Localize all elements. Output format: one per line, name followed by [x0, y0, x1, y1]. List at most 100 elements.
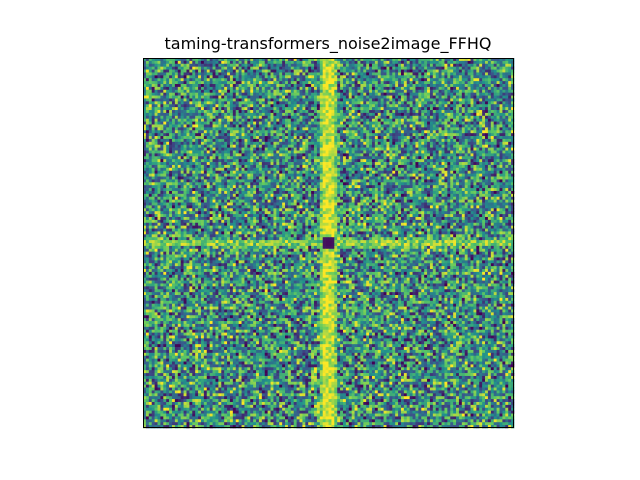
heatmap-cell	[250, 72, 254, 76]
heatmap-cell	[371, 130, 376, 134]
heatmap-cell	[424, 141, 428, 146]
heatmap-cell	[238, 115, 242, 120]
heatmap-cell	[421, 84, 425, 88]
heatmap-cell	[496, 153, 500, 157]
heatmap-cell	[395, 101, 399, 105]
heatmap-cell	[154, 86, 158, 91]
heatmap-cell	[247, 156, 251, 160]
heatmap-cell	[224, 104, 228, 108]
heatmap-cell	[351, 78, 355, 82]
heatmap-cell	[212, 159, 216, 163]
heatmap-cell	[296, 144, 300, 148]
heatmap-cell	[183, 159, 187, 163]
heatmap-cell	[369, 150, 373, 154]
heatmap-cell	[290, 164, 295, 169]
heatmap-cell	[273, 121, 277, 125]
heatmap-cell	[296, 124, 300, 128]
heatmap-cell	[229, 112, 234, 117]
heatmap-cell	[279, 141, 283, 146]
heatmap-cell	[334, 60, 338, 65]
heatmap-cell	[496, 89, 500, 94]
heatmap-cell	[276, 127, 280, 131]
heatmap-cell	[276, 81, 280, 85]
heatmap-cell	[406, 58, 411, 62]
heatmap-cell	[473, 60, 477, 65]
heatmap-cell	[224, 69, 228, 73]
heatmap-cell	[345, 92, 350, 96]
heatmap-cell	[360, 92, 364, 96]
heatmap-cell	[342, 89, 347, 94]
heatmap-cell	[490, 63, 495, 68]
heatmap-cell	[192, 150, 196, 154]
heatmap-cell	[279, 153, 283, 157]
heatmap-cell	[250, 130, 254, 134]
heatmap-cell	[360, 98, 364, 102]
heatmap-cell	[398, 156, 402, 160]
heatmap-cell	[366, 98, 370, 102]
heatmap-cell	[409, 115, 413, 120]
heatmap-cell	[467, 167, 471, 172]
heatmap-cell	[169, 162, 173, 166]
heatmap-cell	[143, 63, 147, 68]
heatmap-cell	[371, 167, 376, 172]
heatmap-cell	[444, 95, 448, 99]
heatmap-cell	[369, 144, 373, 148]
heatmap-cell	[485, 162, 489, 166]
heatmap-cell	[157, 89, 161, 94]
heatmap-cell	[189, 164, 193, 169]
heatmap-cell	[427, 138, 431, 143]
heatmap-cell	[241, 162, 245, 166]
heatmap-cell	[432, 86, 437, 91]
heatmap-cell	[502, 95, 506, 99]
heatmap-cell	[357, 112, 361, 117]
heatmap-cell	[247, 63, 251, 68]
heatmap-cell	[258, 150, 263, 154]
heatmap-cell	[253, 60, 257, 65]
heatmap-cell	[241, 69, 245, 73]
heatmap-cell	[241, 121, 245, 125]
heatmap-cell	[496, 112, 500, 117]
heatmap-cell	[270, 84, 274, 88]
heatmap-cell	[470, 153, 474, 157]
heatmap-cell	[380, 167, 384, 172]
heatmap-cell	[435, 69, 439, 73]
heatmap-cell	[493, 136, 497, 140]
heatmap-cell	[264, 124, 268, 128]
heatmap-cell	[200, 110, 205, 114]
heatmap-cell	[192, 115, 196, 120]
heatmap-cell	[195, 136, 199, 140]
heatmap-cell	[444, 159, 448, 163]
heatmap-cell	[374, 101, 379, 105]
heatmap-cell	[195, 66, 199, 70]
heatmap-cell	[232, 107, 237, 111]
heatmap-cell	[337, 130, 341, 134]
heatmap-cell	[145, 66, 150, 70]
heatmap-cell	[157, 63, 161, 68]
heatmap-cell	[357, 69, 361, 73]
heatmap-cell	[371, 138, 376, 143]
heatmap-cell	[180, 78, 184, 82]
heatmap-cell	[314, 124, 318, 128]
heatmap-cell	[296, 115, 300, 120]
heatmap-cell	[261, 153, 266, 157]
heatmap-cell	[508, 127, 512, 131]
heatmap-cell	[389, 69, 393, 73]
heatmap-cell	[290, 84, 295, 88]
heatmap-cell	[377, 147, 382, 151]
heatmap-cell	[354, 156, 358, 160]
heatmap-cell	[409, 104, 413, 108]
heatmap-cell	[412, 58, 416, 62]
heatmap-cell	[267, 153, 271, 157]
heatmap-cell	[342, 75, 347, 79]
heatmap-cell	[169, 121, 173, 125]
heatmap-cell	[200, 162, 205, 166]
heatmap-cell	[209, 121, 213, 125]
heatmap-cell	[270, 136, 274, 140]
heatmap-cell	[180, 115, 184, 120]
heatmap-cell	[177, 162, 182, 166]
heatmap-cell	[273, 86, 277, 91]
heatmap-cell	[244, 153, 248, 157]
heatmap-cell	[174, 66, 179, 70]
heatmap-cell	[148, 112, 153, 117]
heatmap-cell	[261, 101, 266, 105]
